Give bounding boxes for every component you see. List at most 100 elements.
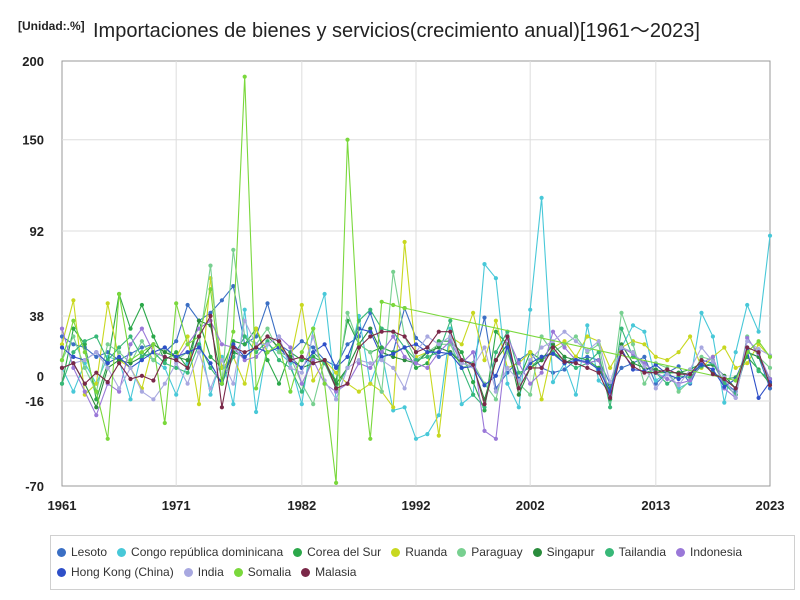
data-point — [413, 350, 419, 355]
data-point — [482, 345, 487, 350]
data-point — [208, 263, 213, 268]
data-point — [265, 358, 270, 363]
data-point — [71, 361, 76, 366]
data-point — [710, 334, 716, 339]
legend-marker — [391, 547, 401, 557]
series-8 — [59, 326, 773, 400]
data-point — [59, 326, 65, 331]
data-point — [334, 480, 339, 485]
legend-item[interactable]: Lesoto — [57, 542, 107, 562]
data-point — [219, 358, 224, 363]
data-point — [402, 239, 407, 245]
data-point — [767, 365, 773, 370]
data-point — [402, 405, 407, 410]
data-point — [756, 350, 761, 355]
data-point — [242, 350, 247, 355]
data-point — [767, 354, 773, 359]
legend-item[interactable]: Paraguay — [457, 542, 523, 562]
data-point — [254, 386, 259, 391]
data-point — [242, 318, 247, 323]
data-point — [368, 329, 373, 334]
data-point — [471, 392, 476, 397]
data-point — [493, 397, 498, 402]
data-point — [117, 354, 122, 359]
data-point — [756, 369, 761, 374]
data-point — [710, 359, 716, 364]
legend-item[interactable]: Hong Kong (China) — [57, 562, 174, 582]
data-point — [276, 334, 282, 339]
data-point — [117, 291, 122, 297]
data-point — [722, 376, 727, 382]
legend: Lesoto Congo república dominicana Corea de… — [50, 535, 795, 590]
data-point — [699, 358, 704, 363]
data-point — [379, 354, 384, 359]
data-point — [82, 381, 87, 386]
data-point — [208, 361, 213, 366]
data-point — [71, 318, 76, 323]
data-point — [391, 405, 396, 410]
data-point — [59, 345, 65, 350]
data-point — [608, 365, 613, 370]
data-point — [642, 329, 647, 334]
data-point — [299, 350, 304, 355]
data-point — [345, 354, 350, 359]
data-point — [425, 345, 430, 350]
legend-item[interactable]: Malasia — [301, 562, 356, 582]
legend-item[interactable]: Tailandia — [604, 542, 666, 562]
data-point — [733, 386, 738, 391]
data-point — [265, 339, 270, 344]
data-point — [231, 402, 236, 407]
data-point — [482, 405, 487, 410]
data-point — [185, 370, 190, 375]
data-point — [425, 432, 430, 437]
legend-item[interactable]: Congo república dominicana — [117, 542, 283, 562]
legend-item[interactable]: Ruanda — [391, 542, 447, 562]
data-point — [299, 370, 304, 375]
data-point — [208, 313, 213, 319]
data-point — [379, 358, 384, 363]
data-point — [471, 350, 476, 355]
data-point — [688, 378, 693, 383]
data-point — [59, 358, 65, 363]
legend-marker — [57, 567, 66, 577]
data-point — [413, 342, 419, 347]
data-point — [550, 380, 556, 385]
data-point — [573, 392, 579, 397]
data-point — [185, 350, 190, 355]
data-point — [482, 262, 487, 267]
data-point — [550, 342, 556, 347]
data-point — [174, 392, 179, 397]
data-point — [94, 397, 99, 402]
data-point — [562, 339, 567, 344]
legend-item[interactable]: Corea del Sur — [293, 542, 381, 562]
data-point — [608, 395, 613, 400]
data-point — [174, 301, 179, 306]
data-point — [436, 329, 441, 334]
legend-item[interactable]: Somalia — [233, 562, 291, 582]
data-point — [756, 339, 761, 344]
data-point — [231, 381, 236, 386]
data-point — [117, 389, 122, 394]
legend-item[interactable]: Singapur — [532, 542, 595, 562]
data-point — [59, 365, 65, 370]
y-tick-label: 0 — [37, 369, 44, 384]
y-tick-label: -16 — [25, 394, 44, 409]
data-point — [334, 365, 339, 370]
data-point — [334, 370, 339, 375]
legend-item[interactable]: Indonesia — [676, 542, 742, 562]
line-chart: -70 -16 0 38 92 150 200 1961 1971 1982 1992 2002 201… — [22, 54, 784, 513]
data-point — [573, 358, 579, 363]
data-point — [128, 397, 133, 402]
data-point — [356, 389, 361, 394]
data-point — [71, 334, 76, 339]
data-point — [71, 326, 76, 331]
data-point — [539, 358, 544, 363]
data-point — [516, 392, 521, 397]
data-point — [311, 345, 316, 350]
data-point — [436, 350, 441, 355]
data-point — [379, 345, 384, 350]
data-point — [676, 376, 681, 382]
data-point — [391, 351, 396, 356]
legend-item[interactable]: India — [183, 562, 224, 582]
data-point — [94, 389, 99, 394]
